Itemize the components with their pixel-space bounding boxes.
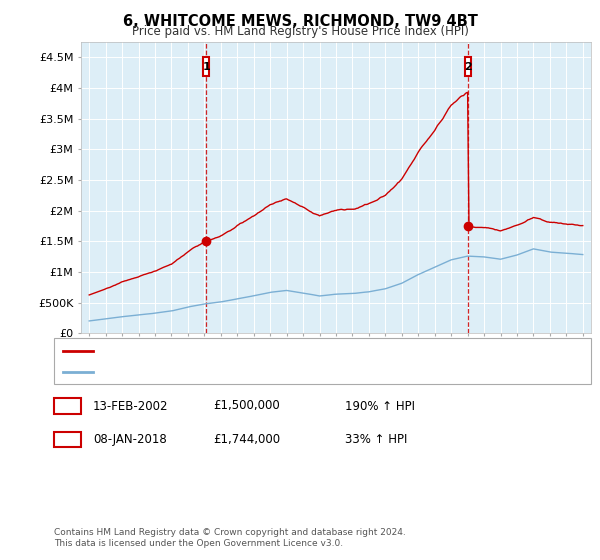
Bar xyxy=(465,57,471,76)
Bar xyxy=(203,57,209,76)
Text: 1: 1 xyxy=(64,399,71,413)
Text: 2: 2 xyxy=(464,62,472,72)
Text: 6, WHITCOME MEWS, RICHMOND, TW9 4BT (detached house): 6, WHITCOME MEWS, RICHMOND, TW9 4BT (det… xyxy=(99,346,418,356)
Text: 13-FEB-2002: 13-FEB-2002 xyxy=(93,399,169,413)
Text: 1: 1 xyxy=(202,62,210,72)
Text: 6, WHITCOME MEWS, RICHMOND, TW9 4BT: 6, WHITCOME MEWS, RICHMOND, TW9 4BT xyxy=(122,14,478,29)
Text: £1,500,000: £1,500,000 xyxy=(213,399,280,413)
Text: 2: 2 xyxy=(64,433,71,446)
Text: 33% ↑ HPI: 33% ↑ HPI xyxy=(345,433,407,446)
Text: Price paid vs. HM Land Registry's House Price Index (HPI): Price paid vs. HM Land Registry's House … xyxy=(131,25,469,38)
Text: 190% ↑ HPI: 190% ↑ HPI xyxy=(345,399,415,413)
Text: 08-JAN-2018: 08-JAN-2018 xyxy=(93,433,167,446)
Text: HPI: Average price, detached house, Richmond upon Thames: HPI: Average price, detached house, Rich… xyxy=(99,367,418,377)
Text: Contains HM Land Registry data © Crown copyright and database right 2024.
This d: Contains HM Land Registry data © Crown c… xyxy=(54,528,406,548)
Text: £1,744,000: £1,744,000 xyxy=(213,433,280,446)
